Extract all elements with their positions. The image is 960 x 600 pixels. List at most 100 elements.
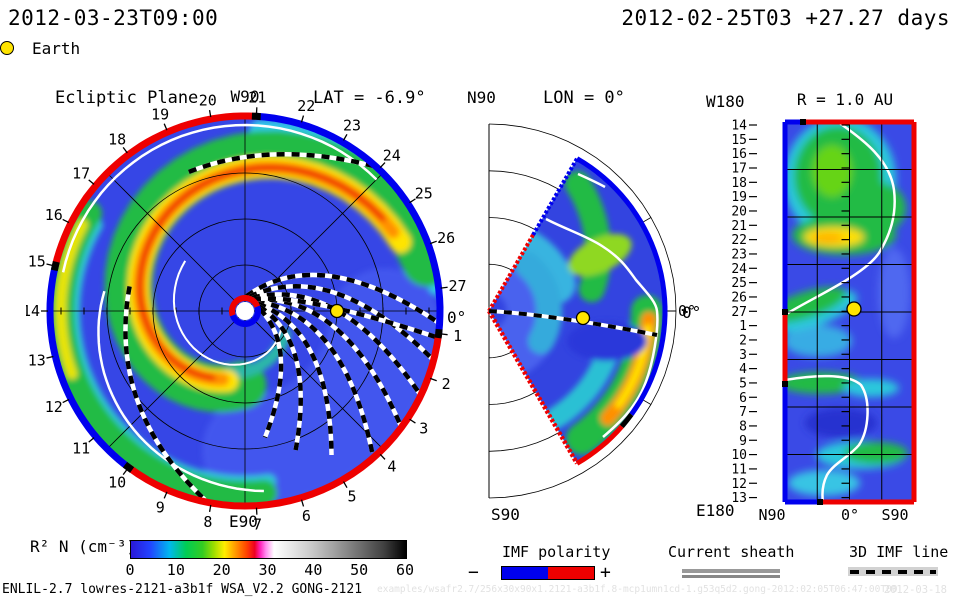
day-row-label: 24 — [731, 262, 747, 277]
xaxis-n90: N90 — [758, 506, 785, 524]
day-number: 17 — [72, 165, 90, 183]
day-number: 5 — [347, 487, 356, 505]
day-number: 13 — [28, 351, 46, 369]
day-row-label: 15 — [731, 133, 747, 148]
imf-positive-chip — [548, 567, 594, 579]
day-row-label: 7 — [739, 405, 747, 420]
run-path-text: examples/wsafr2.7/256x30x90x1.2121-a3b1f… — [377, 584, 898, 595]
meridional-current-sheet — [545, 172, 659, 438]
day-row-label: 2 — [739, 333, 747, 348]
earth-legend-label: Earth — [32, 39, 81, 58]
xaxis-s90: S90 — [881, 506, 908, 524]
imf-negative-chip — [502, 567, 548, 579]
meridional-density-field — [489, 171, 663, 455]
xaxis-0: 0° — [841, 506, 859, 524]
day-row-label: 4 — [739, 362, 747, 377]
lon-label: LON = 0° — [543, 88, 625, 108]
colorbar-tick: 20 — [212, 561, 231, 579]
day-number: 14 — [26, 302, 40, 320]
s90-label: S90 — [491, 505, 520, 524]
day-row-label: 14 — [731, 119, 747, 134]
radial-day-rows: 1415161718192021222324252627123456789101… — [731, 119, 850, 506]
day-number: 27 — [448, 277, 466, 295]
day-number: 4 — [387, 458, 396, 476]
current-sheath-icon — [682, 569, 780, 573]
day-row-label: 21 — [731, 219, 747, 234]
day-number: 2 — [442, 375, 451, 393]
day-number: 19 — [151, 106, 169, 124]
model-version-text: ENLIL-2.7 lowres-2121-a3b1f WSA_V2.2 GON… — [2, 582, 363, 597]
meridional-zero-label: 0° — [682, 303, 701, 322]
day-number: 7 — [253, 516, 262, 534]
meridional-imf-edges — [487, 156, 668, 466]
day-number: 8 — [203, 513, 212, 531]
colorbar-tick: 60 — [395, 561, 415, 579]
earth-marker — [846, 301, 862, 317]
day-number: 20 — [199, 91, 217, 109]
day-row-label: 19 — [731, 190, 747, 205]
day-row-label: 11 — [731, 462, 747, 477]
run-start-time: 2012-02-25T03 — [621, 6, 793, 30]
imf-line-legend-title: 3D IMF line — [849, 543, 949, 561]
colorbar-label: R² N (cm⁻³) — [30, 537, 136, 556]
day-number: 21 — [248, 88, 266, 106]
day-number: 26 — [437, 229, 455, 247]
meridional-imf-line — [488, 309, 658, 337]
day-number: 10 — [108, 474, 126, 492]
day-number: 23 — [343, 117, 361, 135]
day-number: 24 — [383, 146, 401, 164]
e90-label: E90 — [229, 512, 258, 531]
imf-polarity-chips — [501, 566, 595, 580]
radial-title: R = 1.0 AU — [797, 90, 893, 109]
current-sheath-legend-title: Current sheath — [668, 543, 795, 561]
day-number: 12 — [45, 398, 63, 416]
day-number: 16 — [45, 206, 63, 224]
day-row-label: 27 — [731, 305, 747, 320]
day-row-label: 25 — [731, 276, 747, 291]
elapsed-days: +27.27 days — [805, 6, 950, 30]
meridional-plane-panel: N90 LON = 0° S90 0° — [467, 88, 701, 524]
imf-plus-label: + — [600, 562, 611, 583]
day-row-label: 3 — [739, 348, 747, 363]
day-number: 11 — [72, 440, 90, 458]
imf-minus-label: − — [468, 562, 479, 583]
radial-current-sheet — [785, 122, 896, 502]
colorbar-tick: 40 — [304, 561, 323, 579]
ecliptic-zero-label: 0° — [447, 308, 466, 327]
ecliptic-title: Ecliptic Plane — [55, 88, 198, 108]
radial-zero-label: 0° — [678, 302, 696, 320]
current-sheath-icon — [682, 574, 780, 578]
radial-map-panel: 1415161718192021222324252627123456789101… — [678, 90, 917, 524]
day-number: 22 — [297, 97, 315, 115]
imf-line-dash-icon — [850, 570, 936, 574]
day-number: 18 — [108, 130, 126, 148]
w90-label: W90 — [231, 87, 260, 106]
day-number: 3 — [419, 420, 428, 438]
day-row-label: 13 — [731, 491, 747, 506]
day-row-label: 20 — [731, 204, 747, 219]
day-row-label: 6 — [739, 391, 747, 406]
colorbar-tick: 30 — [258, 561, 277, 579]
imf-polarity-legend-title: IMF polarity — [502, 543, 611, 561]
day-row-label: 9 — [739, 434, 747, 449]
imf-polarity-rim — [46, 112, 444, 510]
day-number: 25 — [415, 184, 433, 202]
lat-label: LAT = -6.9° — [313, 88, 426, 108]
current-sheet-lines — [61, 123, 378, 493]
day-row-label: 12 — [731, 477, 747, 492]
sun-marker — [229, 295, 261, 327]
colorbar-tick: 10 — [166, 561, 185, 579]
radial-imf-border — [782, 119, 917, 505]
colorbar — [130, 540, 407, 559]
day-row-label: 17 — [731, 161, 747, 176]
day-row-label: 1 — [739, 319, 747, 334]
day-row-label: 18 — [731, 176, 747, 191]
earth-marker — [575, 310, 591, 326]
earth-legend-icon — [0, 41, 14, 55]
day-row-label: 10 — [731, 448, 747, 463]
colorbar-tick: 0 — [125, 561, 135, 579]
day-row-label: 8 — [739, 419, 747, 434]
